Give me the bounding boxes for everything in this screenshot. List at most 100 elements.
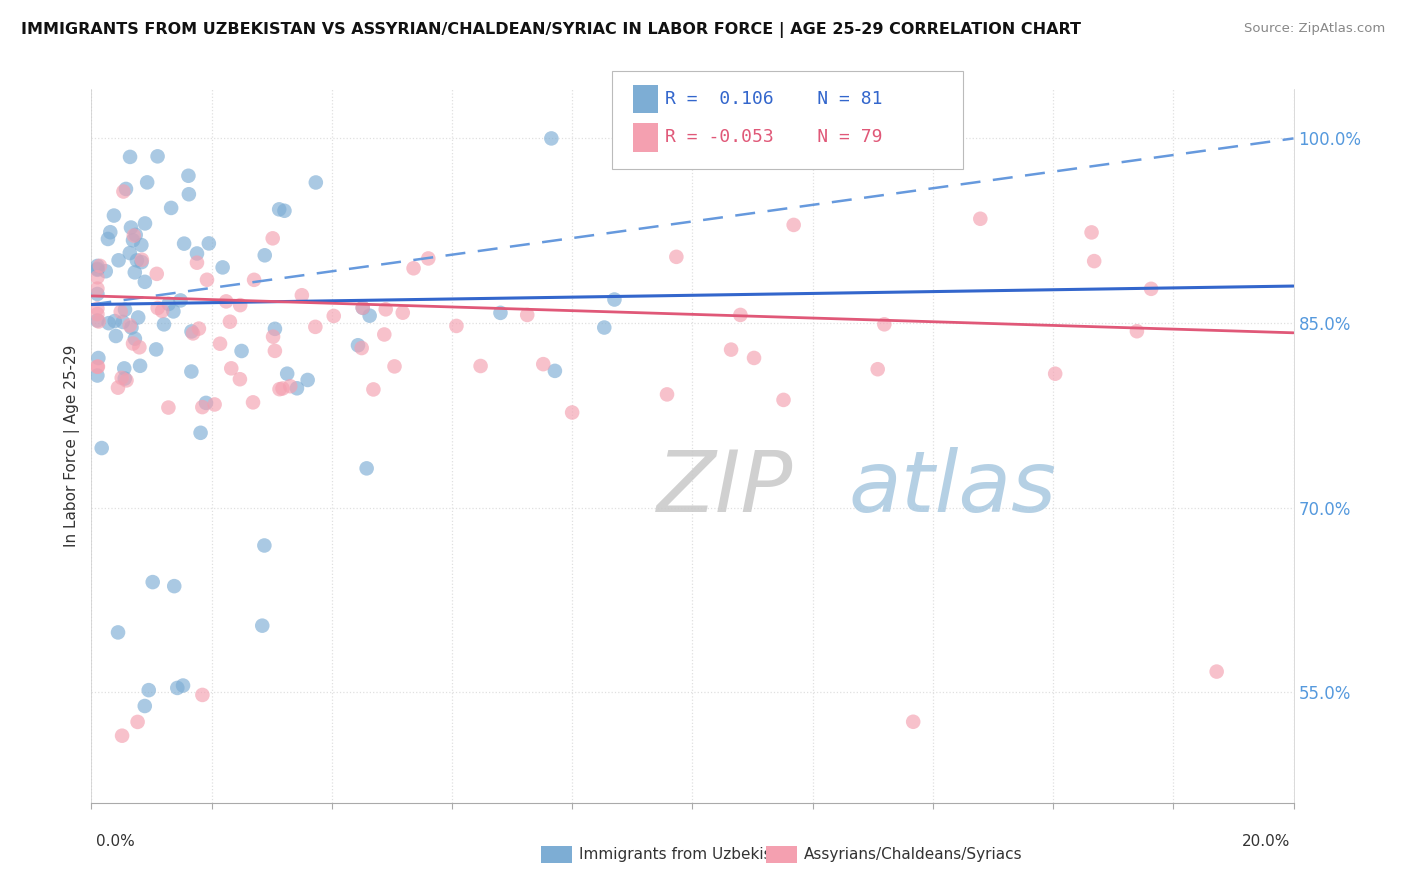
Text: IMMIGRANTS FROM UZBEKISTAN VS ASSYRIAN/CHALDEAN/SYRIAC IN LABOR FORCE | AGE 25-2: IMMIGRANTS FROM UZBEKISTAN VS ASSYRIAN/C… xyxy=(21,22,1081,38)
Point xyxy=(278,379,301,393)
Point xyxy=(112,185,135,199)
Point xyxy=(111,729,134,743)
Point xyxy=(350,341,373,355)
Point xyxy=(86,301,108,316)
Point xyxy=(243,273,266,287)
Point xyxy=(107,625,129,640)
Point xyxy=(720,343,742,357)
Point xyxy=(198,236,221,251)
Point xyxy=(173,236,195,251)
Point xyxy=(128,340,150,354)
Point xyxy=(782,218,804,232)
Point xyxy=(187,321,209,335)
Point xyxy=(104,329,127,343)
Point xyxy=(264,322,287,336)
Point xyxy=(127,714,149,729)
Point xyxy=(544,364,567,378)
Point xyxy=(127,310,149,325)
Point xyxy=(87,314,110,328)
Point xyxy=(446,318,468,333)
Point xyxy=(136,175,159,189)
Point xyxy=(110,304,132,318)
Point xyxy=(125,253,148,268)
Point xyxy=(304,319,326,334)
Point xyxy=(177,187,200,202)
Point xyxy=(1043,367,1066,381)
Point xyxy=(391,306,413,320)
Point xyxy=(111,371,134,385)
Text: R =  0.106    N = 81: R = 0.106 N = 81 xyxy=(665,90,883,108)
Point xyxy=(373,327,395,342)
Point xyxy=(191,400,214,414)
Point xyxy=(1126,324,1149,338)
Point xyxy=(655,387,678,401)
Point xyxy=(384,359,406,374)
Point xyxy=(145,343,167,357)
Point xyxy=(112,361,135,376)
Point xyxy=(186,246,208,260)
Point xyxy=(252,618,274,632)
Point xyxy=(516,308,538,322)
Point xyxy=(163,579,186,593)
Point xyxy=(114,371,136,385)
Point xyxy=(180,325,202,339)
Point xyxy=(359,309,381,323)
Point xyxy=(181,326,204,341)
Point xyxy=(134,216,156,230)
Point xyxy=(146,301,169,315)
Point xyxy=(122,336,145,351)
Point xyxy=(190,425,212,440)
Point xyxy=(124,265,146,279)
Point xyxy=(211,260,233,275)
Point xyxy=(157,401,180,415)
Point xyxy=(166,681,188,695)
Point xyxy=(153,318,176,332)
Point xyxy=(253,248,276,262)
Point xyxy=(470,359,492,373)
Point xyxy=(901,714,924,729)
Point xyxy=(489,306,512,320)
Point xyxy=(131,255,153,269)
Point xyxy=(352,301,374,315)
Point xyxy=(129,359,152,373)
Point xyxy=(134,698,156,713)
Text: 0.0%: 0.0% xyxy=(96,834,135,849)
Point xyxy=(873,318,896,332)
Point xyxy=(86,262,108,277)
Point xyxy=(603,293,626,307)
Point xyxy=(665,250,688,264)
Point xyxy=(269,202,291,217)
Point xyxy=(273,203,295,218)
Point xyxy=(107,381,129,395)
Text: Source: ZipAtlas.com: Source: ZipAtlas.com xyxy=(1244,22,1385,36)
Point xyxy=(204,397,226,411)
Point xyxy=(86,282,108,296)
Point xyxy=(97,232,120,246)
Point xyxy=(356,461,378,475)
Point xyxy=(264,343,287,358)
Text: 20.0%: 20.0% xyxy=(1243,834,1291,849)
Point xyxy=(772,392,794,407)
Text: ZIP: ZIP xyxy=(657,447,793,531)
Point xyxy=(219,361,242,376)
Point xyxy=(402,261,425,276)
Point xyxy=(122,228,145,243)
Point xyxy=(191,688,214,702)
Point xyxy=(219,315,242,329)
Point xyxy=(86,287,108,301)
Point xyxy=(253,539,276,553)
Point xyxy=(162,304,184,318)
Point xyxy=(730,308,752,322)
Point xyxy=(114,302,136,317)
Point xyxy=(177,169,200,183)
Point xyxy=(122,233,145,247)
Point xyxy=(271,382,294,396)
Point xyxy=(1080,226,1102,240)
Point xyxy=(121,320,143,334)
Point xyxy=(418,252,440,266)
Point xyxy=(87,351,110,365)
Point xyxy=(103,209,125,223)
Point xyxy=(150,304,173,318)
Point xyxy=(262,329,284,343)
Point xyxy=(742,351,765,365)
